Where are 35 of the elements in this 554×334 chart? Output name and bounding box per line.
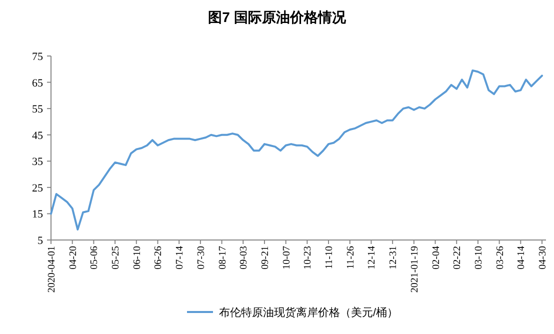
- x-tick-label: 2021-01-19: [409, 246, 420, 293]
- y-tick-label: 65: [32, 77, 44, 90]
- x-tick-label: 05-25: [110, 246, 122, 270]
- x-tick-label: 07-14: [174, 246, 186, 270]
- y-tick-label: 55: [32, 104, 44, 116]
- x-tick-label: 12-31: [388, 246, 400, 270]
- x-tick-label: 04-20: [68, 246, 79, 270]
- legend-label: 布伦特原油现货离岸价格（美元/桶）: [219, 306, 398, 319]
- x-tick-label: 06-26: [153, 246, 164, 270]
- y-tick-label: 25: [32, 182, 44, 194]
- x-tick-label: 12-14: [366, 246, 378, 270]
- y-tick-label: 35: [32, 156, 44, 168]
- x-tick-label: 06-10: [132, 246, 143, 270]
- x-tick-label: 09-03: [238, 246, 250, 270]
- x-tick-label: 09-21: [260, 246, 271, 270]
- x-tick-label: 10-07: [281, 246, 292, 270]
- x-tick-label: 08-17: [217, 246, 228, 270]
- y-tick-label: 5: [38, 235, 44, 247]
- x-tick-label: 11-10: [324, 246, 336, 269]
- x-tick-label: 05-06: [89, 246, 100, 270]
- x-tick-label: 11-26: [345, 246, 356, 269]
- y-tick-label: 75: [32, 51, 44, 63]
- x-tick-label: 04-30: [538, 246, 548, 270]
- x-tick-label: 2020-04-01: [46, 246, 58, 293]
- line-series: [50, 69, 543, 230]
- x-tick-label: 02-22: [452, 246, 464, 270]
- x-tick-label: 04-14: [516, 246, 528, 270]
- chart-title: 图7 国际原油价格情况: [208, 9, 347, 25]
- x-tick-label: 07-30: [196, 246, 207, 270]
- x-tick-label: 02-04: [430, 246, 442, 270]
- y-tick-label: 45: [32, 130, 44, 142]
- x-tick-label: 03-10: [473, 246, 484, 270]
- y-tick-label: 15: [32, 208, 44, 221]
- x-tick-label: 03-26: [494, 246, 506, 270]
- x-tick-label: 10-23: [302, 246, 314, 270]
